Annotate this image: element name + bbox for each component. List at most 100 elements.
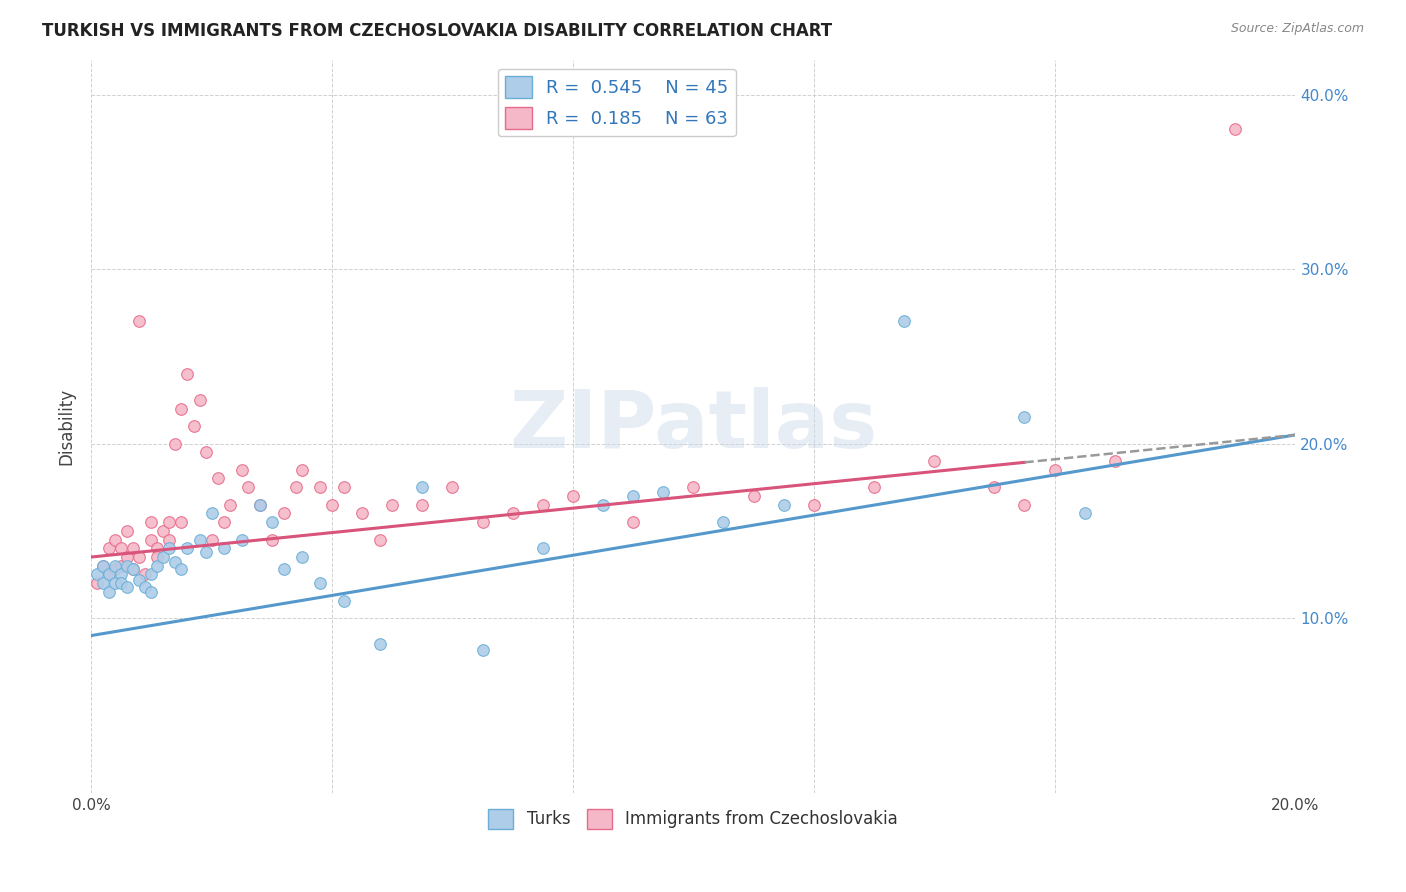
Point [713, 515, 735, 529]
Point [128, 549, 150, 564]
Point [110, 541, 132, 556]
Point [352, 507, 374, 521]
Point [260, 515, 283, 529]
Point [218, 498, 240, 512]
Point [91, 558, 114, 573]
Point [117, 558, 139, 573]
Point [441, 480, 464, 494]
Point [104, 562, 127, 576]
Point [110, 567, 132, 582]
Point [117, 580, 139, 594]
Point [803, 498, 825, 512]
Point [273, 562, 295, 576]
Point [1225, 122, 1247, 136]
Point [86, 576, 108, 591]
Point [333, 593, 356, 607]
Point [231, 463, 253, 477]
Point [368, 637, 391, 651]
Point [110, 558, 132, 573]
Point [91, 558, 114, 573]
Point [170, 401, 193, 416]
Text: ZIPatlas: ZIPatlas [509, 387, 877, 465]
Y-axis label: Disability: Disability [58, 387, 75, 465]
Point [309, 480, 332, 494]
Point [621, 515, 644, 529]
Point [531, 541, 554, 556]
Point [333, 480, 356, 494]
Point [212, 515, 235, 529]
Point [260, 533, 283, 547]
Point [134, 580, 156, 594]
Point [1014, 410, 1036, 425]
Point [122, 562, 145, 576]
Point [194, 545, 217, 559]
Point [531, 498, 554, 512]
Point [176, 541, 198, 556]
Point [165, 555, 187, 569]
Point [893, 314, 915, 328]
Point [176, 367, 198, 381]
Point [170, 562, 193, 576]
Point [98, 567, 121, 582]
Point [146, 558, 169, 573]
Point [122, 562, 145, 576]
Point [863, 480, 886, 494]
Point [561, 489, 583, 503]
Point [141, 585, 163, 599]
Point [1104, 454, 1126, 468]
Point [231, 533, 253, 547]
Point [159, 541, 181, 556]
Point [104, 558, 127, 573]
Point [471, 642, 494, 657]
Point [368, 533, 391, 547]
Point [1043, 463, 1066, 477]
Point [159, 533, 181, 547]
Point [772, 498, 794, 512]
Point [110, 576, 132, 591]
Point [1014, 498, 1036, 512]
Point [98, 585, 121, 599]
Point [621, 489, 644, 503]
Point [200, 533, 222, 547]
Point [152, 549, 174, 564]
Point [411, 498, 433, 512]
Point [98, 567, 121, 582]
Point [165, 436, 187, 450]
Point [98, 541, 121, 556]
Point [146, 549, 169, 564]
Point [141, 515, 163, 529]
Point [309, 576, 332, 591]
Point [134, 567, 156, 582]
Point [128, 573, 150, 587]
Point [117, 549, 139, 564]
Point [682, 480, 704, 494]
Point [236, 480, 259, 494]
Text: Source: ZipAtlas.com: Source: ZipAtlas.com [1230, 22, 1364, 36]
Point [146, 541, 169, 556]
Point [188, 533, 211, 547]
Point [141, 533, 163, 547]
Point [592, 498, 614, 512]
Legend: Turks, Immigrants from Czechoslovakia: Turks, Immigrants from Czechoslovakia [482, 802, 905, 836]
Point [104, 576, 127, 591]
Point [152, 524, 174, 538]
Point [249, 498, 271, 512]
Point [194, 445, 217, 459]
Point [212, 541, 235, 556]
Point [983, 480, 1005, 494]
Point [207, 471, 229, 485]
Point [411, 480, 433, 494]
Point [922, 454, 945, 468]
Point [291, 463, 314, 477]
Point [471, 515, 494, 529]
Point [1073, 507, 1095, 521]
Point [652, 485, 675, 500]
Point [188, 392, 211, 407]
Point [200, 507, 222, 521]
Point [128, 314, 150, 328]
Point [159, 515, 181, 529]
Point [104, 533, 127, 547]
Point [117, 524, 139, 538]
Point [273, 507, 295, 521]
Point [284, 480, 307, 494]
